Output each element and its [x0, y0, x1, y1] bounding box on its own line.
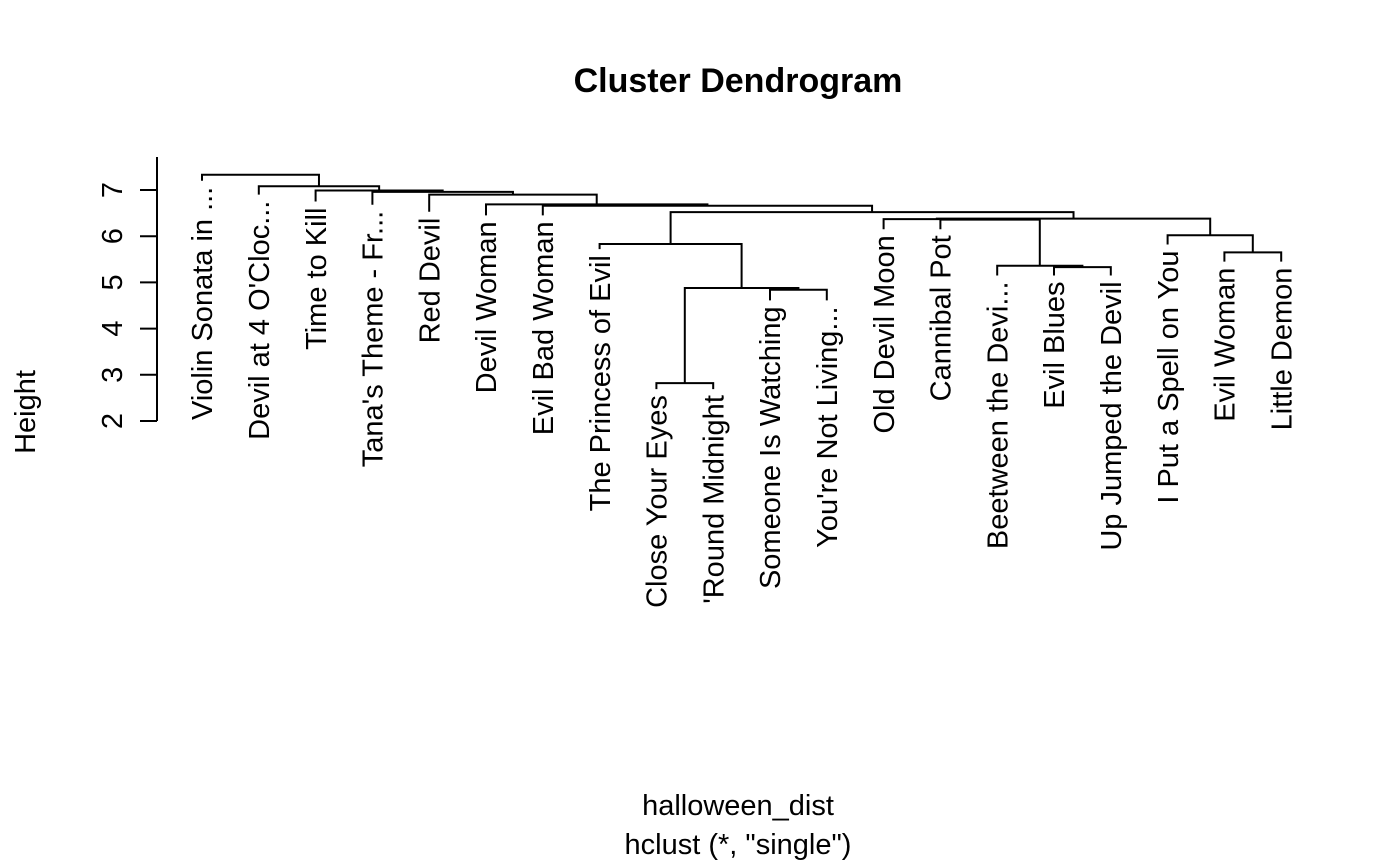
leaf-label: Evil Blues — [1039, 281, 1071, 408]
y-tick-label: 5 — [97, 274, 129, 290]
dendrogram-merge — [598, 243, 743, 288]
x-axis-label: halloween_dist — [642, 790, 834, 822]
leaf-label: Time to Kill — [301, 208, 333, 350]
leaf-label: I Put a Spell on You — [1153, 251, 1185, 504]
dendrogram-merge — [655, 382, 715, 390]
leaf-label: You're Not Living... — [812, 306, 844, 547]
dendrogram-merge — [1166, 234, 1254, 253]
leaf-labels: Violin Sonata in ... Devil at 4 O'Cloc...… — [187, 187, 1298, 608]
leaf-label: Red Devil — [414, 218, 446, 344]
leaf-label: Beetween the Devi... — [982, 281, 1014, 549]
leaf-label: Cannibal Pot — [926, 235, 958, 401]
leaf-label: Little Demon — [1266, 268, 1298, 431]
leaf-label: Violin Sonata in ... — [187, 187, 219, 420]
dendrogram-merge — [201, 173, 320, 187]
dendrogram-merge — [541, 204, 874, 216]
dendrogram-merge — [935, 217, 1212, 236]
y-tick-label: 6 — [97, 228, 129, 244]
leaf-label: Tana's Theme - Fr... — [358, 211, 390, 467]
y-tick-label: 4 — [97, 321, 129, 337]
y-tick-label: 2 — [97, 413, 129, 429]
dendrogram-tree — [201, 173, 1283, 390]
leaf-label: Close Your Eyes — [642, 395, 674, 608]
leaf-label: 'Round Midnight — [698, 395, 730, 604]
leaf-label: Evil Woman — [1210, 268, 1242, 422]
dendrogram-merge — [769, 288, 828, 301]
dendrogram-merge — [1053, 266, 1112, 276]
dendrogram-merge — [882, 218, 992, 230]
method-sublabel: hclust (*, "single") — [625, 829, 852, 861]
leaf-label: Devil Woman — [471, 221, 503, 393]
dendrogram-merge — [428, 193, 598, 212]
dendrogram-merge — [1223, 251, 1283, 262]
leaf-label: Up Jumped the Devil — [1096, 281, 1128, 550]
y-axis: 2 3 4 5 6 7 — [97, 157, 158, 429]
leaf-label: Someone Is Watching — [755, 306, 787, 589]
leaf-label: Old Devil Moon — [869, 235, 901, 433]
chart-title: Cluster Dendrogram — [574, 62, 903, 100]
leaf-label: Devil at 4 O'Cloc... — [244, 201, 276, 440]
leaf-label: The Princess of Evil — [585, 255, 617, 511]
leaf-label: Evil Bad Woman — [528, 221, 560, 435]
y-tick-label: 7 — [97, 182, 129, 198]
y-tick-label: 3 — [97, 367, 129, 383]
y-axis-label: Height — [10, 370, 42, 454]
